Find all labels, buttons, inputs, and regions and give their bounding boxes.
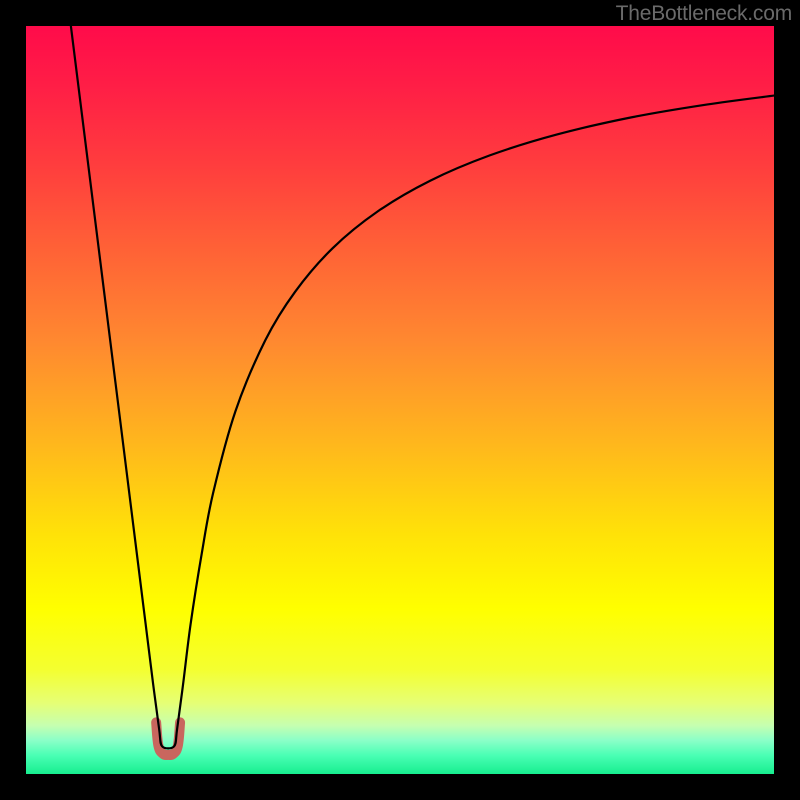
bottleneck-chart-svg (0, 0, 800, 800)
chart-background-gradient (26, 26, 774, 774)
attribution-text: TheBottleneck.com (608, 0, 800, 28)
chart-canvas: TheBottleneck.com (0, 0, 800, 800)
